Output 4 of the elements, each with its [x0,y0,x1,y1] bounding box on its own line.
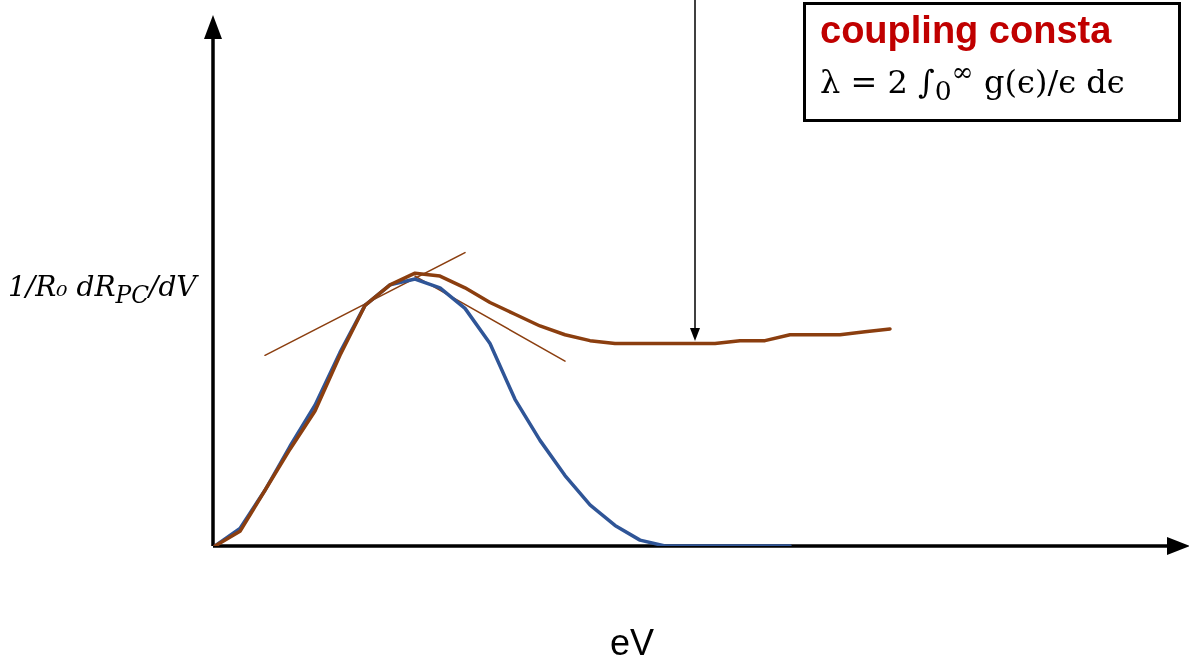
x-axis-title: eV [610,622,655,664]
text: λ = 2 ∫$_{0}$$^{∞}$ g(ϵ)/ϵ dϵ [820,56,1126,107]
y-axis-title: 1/R₀ dR$_{PC}$/dV [8,270,197,309]
text: coupling consta [820,9,1113,52]
